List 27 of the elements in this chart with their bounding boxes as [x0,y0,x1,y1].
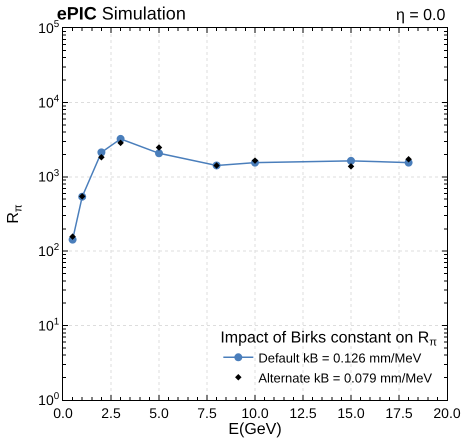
point [156,144,162,151]
x-tick-label: 5.0 [149,404,169,421]
y-tick-label: 10$^{1}$ [38,316,60,334]
point [347,156,355,165]
point [155,149,163,158]
x-tick-label: 20.0 [433,404,461,421]
y-tick-label: 10$^{3}$ [38,168,60,185]
x-tick-label: 15.0 [337,404,365,421]
legend-title: Impact of Birks constant on R$_{π}$ [220,329,438,349]
point [98,154,105,161]
x-axis-title: E(GeV) [228,420,282,438]
point [348,163,354,170]
legend-label: Alternate kB = 0.079 mm/MeV [258,370,432,386]
point [117,140,124,146]
point [405,156,412,163]
point [69,233,76,240]
x-tick-label: 7.5 [197,404,217,421]
text: η = 0.0 [396,7,446,24]
y-tick-label: 10$^{5}$ [38,19,60,36]
y-tick-label: 10$^{2}$ [38,242,60,260]
x-tick-label: 10.0 [241,404,269,421]
x-tick-label: 17.5 [385,404,413,421]
legend-label: Default kB = 0.126 mm/MeV [258,350,422,366]
y-tick-label: 10$^{4}$ [38,93,60,110]
x-tick-label: 2.5 [101,404,121,421]
point [252,157,258,164]
x-tick-label: 12.5 [289,404,317,421]
